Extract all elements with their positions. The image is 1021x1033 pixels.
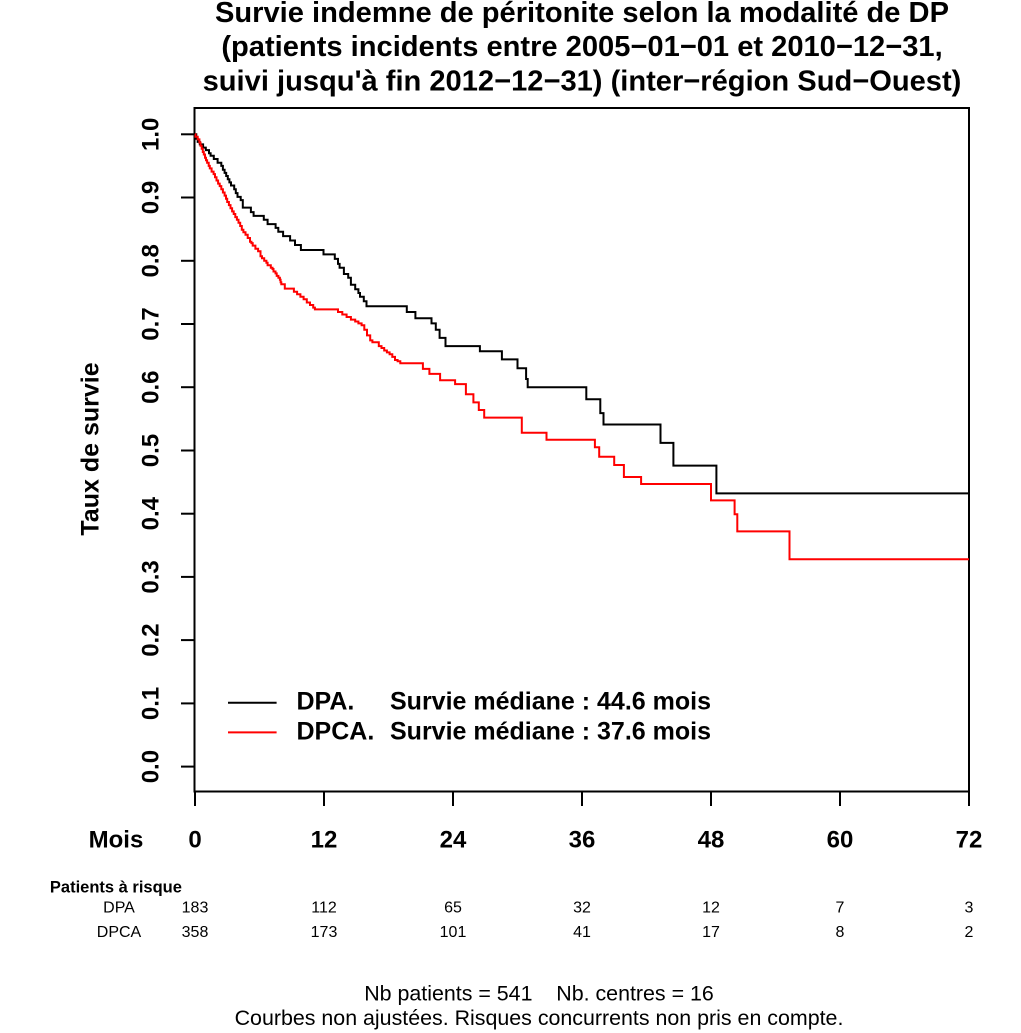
svg-text:0.3: 0.3 [138, 560, 165, 593]
svg-text:7: 7 [836, 899, 845, 916]
svg-text:183: 183 [182, 899, 209, 916]
svg-text:17: 17 [702, 924, 720, 941]
svg-text:12: 12 [311, 827, 338, 854]
svg-text:12: 12 [702, 899, 720, 916]
svg-text:112: 112 [311, 899, 337, 916]
svg-text:65: 65 [444, 899, 462, 916]
svg-text:48: 48 [698, 827, 725, 854]
svg-text:suivi jusqu'à fin 2012−12−31): suivi jusqu'à fin 2012−12−31) (inter−rég… [203, 66, 962, 98]
svg-text:0.6: 0.6 [138, 371, 165, 404]
svg-text:Mois: Mois [89, 827, 144, 854]
svg-text:(patients incidents entre 2005: (patients incidents entre 2005−01−01 et … [221, 31, 942, 63]
svg-text:0.2: 0.2 [138, 623, 165, 656]
svg-text:Taux de survie: Taux de survie [77, 362, 105, 535]
svg-text:60: 60 [827, 827, 854, 854]
svg-text:173: 173 [311, 924, 338, 941]
svg-text:3: 3 [965, 899, 974, 916]
svg-text:36: 36 [569, 827, 596, 854]
svg-text:Survie médiane : 44.6 mois: Survie médiane : 44.6 mois [390, 688, 711, 716]
svg-text:0.9: 0.9 [138, 181, 165, 214]
svg-text:DPA: DPA [103, 899, 135, 916]
svg-text:Survie médiane : 37.6 mois: Survie médiane : 37.6 mois [390, 718, 711, 746]
svg-text:0: 0 [188, 827, 201, 854]
svg-text:1.0: 1.0 [138, 118, 165, 151]
svg-text:Patients à risque: Patients à risque [50, 878, 182, 896]
svg-text:41: 41 [573, 924, 591, 941]
svg-text:DPCA: DPCA [97, 924, 142, 941]
svg-text:DPA.: DPA. [297, 688, 355, 716]
svg-text:DPCA.: DPCA. [297, 718, 375, 746]
svg-text:0.8: 0.8 [138, 244, 165, 277]
svg-text:24: 24 [440, 827, 467, 854]
svg-text:0.7: 0.7 [138, 307, 165, 340]
svg-text:101: 101 [440, 924, 467, 941]
svg-text:0.5: 0.5 [138, 434, 165, 467]
svg-text:0.4: 0.4 [138, 496, 165, 530]
svg-text:0.0: 0.0 [138, 750, 165, 783]
svg-text:0.1: 0.1 [138, 687, 165, 720]
svg-text:Courbes non ajustées. Risques: Courbes non ajustées. Risques concurrent… [235, 1006, 844, 1030]
svg-text:8: 8 [836, 924, 845, 941]
svg-text:Nb patients = 541 Nb. centr: Nb patients = 541 Nb. centres = 16 [364, 982, 714, 1006]
svg-text:72: 72 [956, 827, 983, 854]
svg-text:358: 358 [182, 924, 209, 941]
svg-text:32: 32 [573, 899, 591, 916]
svg-text:Survie indemne de péritonite s: Survie indemne de péritonite selon la mo… [215, 0, 949, 29]
svg-text:2: 2 [965, 924, 974, 941]
